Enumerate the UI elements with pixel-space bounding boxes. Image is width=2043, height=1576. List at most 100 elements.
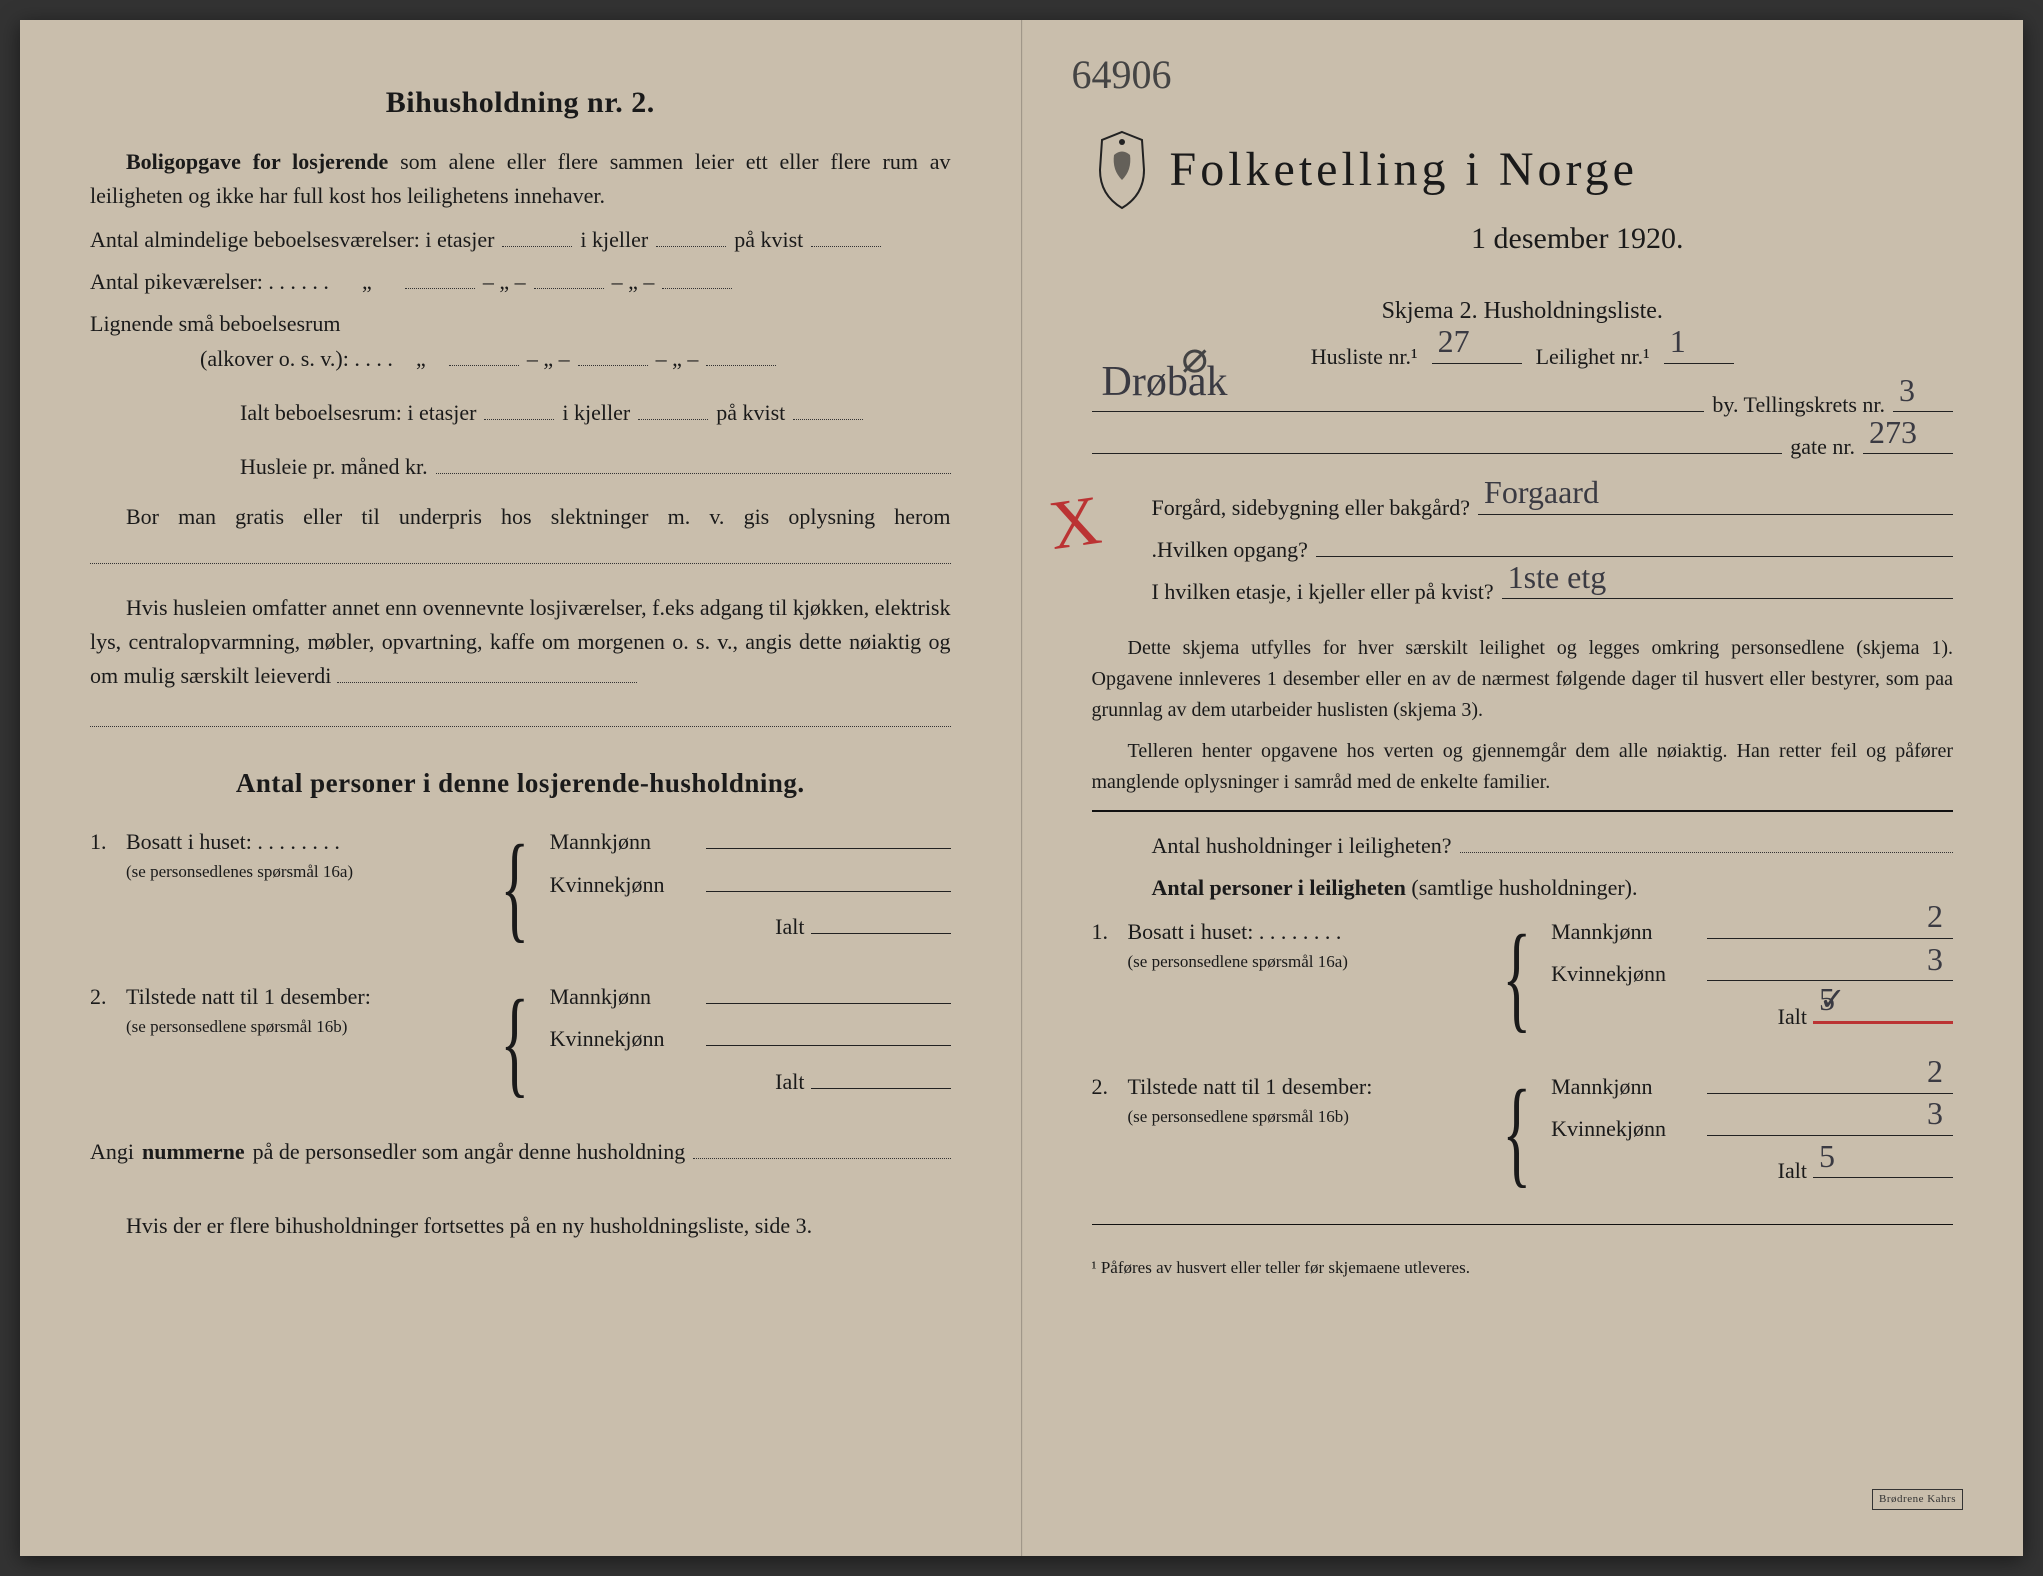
divider-2 <box>1092 1224 1954 1225</box>
extras-paragraph: Hvis husleien omfatter annet enn ovennev… <box>90 591 951 693</box>
husliste-label: Husliste nr.¹ <box>1311 340 1418 374</box>
antal-pers-rest: (samtlige husholdninger). <box>1406 875 1638 900</box>
angi-bold: nummerne <box>142 1135 245 1169</box>
rq2-label-block: Tilstede natt til 1 desember: (se person… <box>1128 1070 1488 1130</box>
ialt-rooms-label: Ialt beboelsesrum: i etasjer <box>240 396 476 430</box>
rq2-num: 2. <box>1092 1070 1128 1104</box>
similar-row: (alkover o. s. v.): . . . . „ – „ – – „ … <box>90 341 951 375</box>
q1-ialt-blank <box>811 910 951 934</box>
instructions-1: Dette skjema utfylles for hver særskilt … <box>1092 633 1954 726</box>
by-value: Drøbak <box>1092 388 1705 412</box>
husliste-value: 27 <box>1432 340 1522 364</box>
q1-label-block: Bosatt i huset: . . . . . . . . (se pers… <box>126 825 486 885</box>
title-block: Folketelling i Norge <box>1092 130 1954 210</box>
forgard-label: Forgård, sidebygning eller bakgård? <box>1152 491 1471 525</box>
leilighet-value: 1 <box>1664 340 1734 364</box>
similar-blank2 <box>578 341 648 365</box>
antal-hush-label: Antal husholdninger i leiligheten? <box>1152 829 1452 863</box>
rq2-label: Tilstede natt til 1 desember: <box>1128 1070 1488 1104</box>
etasje-label: I hvilken etasje, i kjeller eller på kvi… <box>1152 575 1494 609</box>
coat-of-arms-icon <box>1092 130 1152 210</box>
intro-bold: Boligopgave for losjerende <box>126 149 388 174</box>
q2-mann-blank <box>706 980 951 1004</box>
maid-blank1 <box>405 265 475 289</box>
rq1-num: 1. <box>1092 915 1128 949</box>
q2-label-block: Tilstede natt til 1 desember: (se person… <box>126 980 486 1040</box>
angi-blank <box>693 1135 950 1159</box>
kvinne-label: Kvinnekjønn <box>1551 1112 1701 1146</box>
left-page: Bihusholdning nr. 2. Boligopgave for los… <box>20 20 1022 1556</box>
q2-num: 2. <box>90 980 126 1014</box>
etasje-row: I hvilken etasje, i kjeller eller på kvi… <box>1092 575 1954 609</box>
rq1-label-block: Bosatt i huset: . . . . . . . . (se pers… <box>1128 915 1488 975</box>
forgard-value: Forgaard <box>1478 491 1953 515</box>
q1-num: 1. <box>90 825 126 859</box>
rent-label: Husleie pr. måned kr. <box>240 450 428 484</box>
gratis-text: Bor man gratis eller til underpris hos s… <box>126 504 951 529</box>
rooms-label: Antal almindelige beboelsesværelser: i e… <box>90 223 494 257</box>
opgang-blank <box>1316 533 1953 557</box>
by-label: by. Tellingskrets nr. <box>1712 388 1885 422</box>
rq1-ialt: 5✓ <box>1813 999 1953 1023</box>
mann-label: Mannkjønn <box>1551 915 1701 949</box>
handwritten-annotation: 64906 <box>1072 44 1172 106</box>
q2-vals: Mannkjønn Kvinnekjønn Ialt <box>550 980 951 1105</box>
q1-mann-blank <box>706 825 951 849</box>
brace-icon: { <box>1502 1084 1531 1180</box>
rq2-vals: Mannkjønn2 Kvinnekjønn3 Ialt5 <box>1551 1070 1953 1195</box>
similar-label: Lignende små beboelsesrum <box>90 307 951 341</box>
q2-ialt-blank <box>811 1064 951 1088</box>
rooms-end: på kvist <box>734 223 803 257</box>
rent-row: Husleie pr. måned kr. <box>90 450 951 484</box>
skjema-subhead: Skjema 2. Husholdningsliste. <box>1092 293 1954 330</box>
mann-label: Mannkjønn <box>1551 1070 1701 1104</box>
ialt-label: Ialt <box>775 1065 804 1099</box>
antal-pers-label: Antal personer i leiligheten <box>1152 875 1406 900</box>
kvinne-label: Kvinnekjønn <box>550 868 700 902</box>
kvinne-label: Kvinnekjønn <box>550 1022 700 1056</box>
similar-sub: (alkover o. s. v.): . . . . <box>200 342 393 376</box>
left-heading: Bihusholdning nr. 2. <box>90 80 951 127</box>
ialt-kvist-blank <box>793 396 863 420</box>
census-document: Bihusholdning nr. 2. Boligopgave for los… <box>20 20 2023 1556</box>
q2-sub: (se personsedlene spørsmål 16b) <box>126 1014 486 1040</box>
rq2-sub: (se personsedlene spørsmål 16b) <box>1128 1104 1488 1130</box>
rq1-vals: Mannkjønn2 Kvinnekjønn3 Ialt5✓ <box>1551 915 1953 1040</box>
rq1-sub: (se personsedlene spørsmål 16a) <box>1128 949 1488 975</box>
footnote: ¹ Påføres av husvert eller teller før sk… <box>1092 1255 1954 1281</box>
similar-blank3 <box>706 341 776 365</box>
q1-label: Bosatt i huset: . . . . . . . . <box>126 825 486 859</box>
red-x-mark: X <box>1042 467 1107 581</box>
right-count-block: 1. Bosatt i huset: . . . . . . . . (se p… <box>1092 915 1954 1195</box>
ialt-etasjer-blank <box>484 396 554 420</box>
gratis-paragraph: Bor man gratis eller til underpris hos s… <box>90 500 951 574</box>
opgang-label: .Hvilken opgang? <box>1152 533 1308 567</box>
angi-prefix: Angi <box>90 1135 134 1169</box>
main-title: Folketelling i Norge <box>1170 133 1638 207</box>
gate-street-blank <box>1092 430 1783 454</box>
divider-1 <box>1092 810 1954 812</box>
brace-icon: { <box>1502 929 1531 1025</box>
angi-rest: på de personsedler som angår denne husho… <box>253 1135 686 1169</box>
q1-kvinne-blank <box>706 867 951 891</box>
q1-vals: Mannkjønn Kvinnekjønn Ialt <box>550 825 951 950</box>
rq1-label: Bosatt i huset: . . . . . . . . <box>1128 915 1488 949</box>
rent-blank <box>436 450 951 474</box>
gate-label: gate nr. <box>1790 430 1855 464</box>
right-q1-row: 1. Bosatt i huset: . . . . . . . . (se p… <box>1092 915 1954 1040</box>
rq1-mann: 2 <box>1707 915 1953 939</box>
ialt-label: Ialt <box>775 910 804 944</box>
rooms-etasjer-blank <box>502 223 572 247</box>
intro-paragraph: Boligopgave for losjerende som alene ell… <box>90 145 951 213</box>
rooms-mid: i kjeller <box>580 223 648 257</box>
brace-icon: { <box>500 839 529 935</box>
q2-kvinne-blank <box>706 1022 951 1046</box>
mann-label: Mannkjønn <box>550 980 700 1014</box>
instructions-2: Telleren henter opgavene hos verten og g… <box>1092 736 1954 798</box>
ialt-kjeller-blank <box>638 396 708 420</box>
antal-hush-row: Antal husholdninger i leiligheten? <box>1092 828 1954 862</box>
antal-hush-blank <box>1460 828 1954 852</box>
q1-sub: (se personsedlenes spørsmål 16a) <box>126 859 486 885</box>
brace-icon: { <box>500 994 529 1090</box>
ialt-label: Ialt <box>1778 1154 1807 1188</box>
